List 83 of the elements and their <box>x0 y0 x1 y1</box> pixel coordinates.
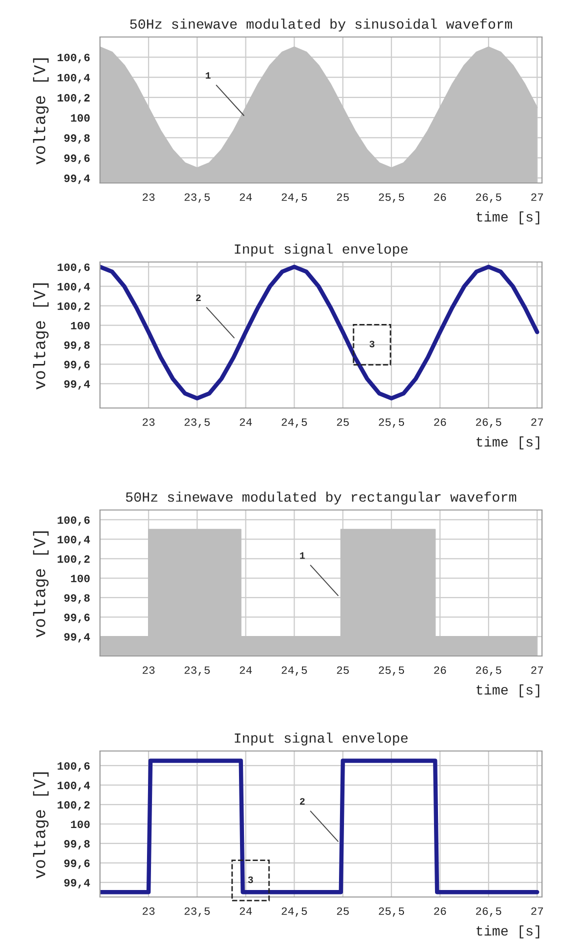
x-tick-label: 24,5 <box>282 418 307 428</box>
annotation: 2 <box>196 294 201 301</box>
y-tick-label: 100,2 <box>58 302 90 312</box>
x-tick-label: 25,5 <box>378 666 404 676</box>
x-tick-label: 23,5 <box>184 907 210 917</box>
x-tick-label: 24 <box>240 666 252 674</box>
x-tick-label: 23,5 <box>184 193 210 203</box>
x-tick-label: 23,5 <box>184 418 210 428</box>
x-tick-label: 23,5 <box>184 666 210 676</box>
x-tick-label: 23 <box>142 907 155 915</box>
y-tick-label: 99,8 <box>64 341 90 351</box>
chart-title: 50Hz sinewave modulated by rectangular waveform <box>126 492 516 505</box>
y-tick-label: 100 <box>71 820 90 828</box>
x-axis-title: time [s] <box>476 925 540 938</box>
y-tick-label: 99,8 <box>64 840 90 850</box>
x-tick-label: 26 <box>434 907 446 915</box>
x-axis-title: time [s] <box>476 211 540 224</box>
annotation: 1 <box>206 72 211 79</box>
x-tick-label: 26,5 <box>476 193 502 203</box>
y-tick-label: 100 <box>71 574 90 582</box>
y-axis-title: voltage [V] <box>33 283 49 390</box>
y-tick-label: 100,6 <box>58 54 90 64</box>
x-tick-label: 25 <box>336 666 349 674</box>
chart-title: 50Hz sinewave modulated by sinusoidal waveform <box>130 18 512 32</box>
line-series <box>100 264 540 400</box>
x-tick-label: 25,5 <box>378 193 404 203</box>
y-tick-label: 99,6 <box>64 360 90 370</box>
y-tick-label: 100,4 <box>58 282 90 292</box>
x-tick-label: 25 <box>336 193 349 201</box>
annotation: 1 <box>300 552 305 559</box>
y-tick-label: 99,4 <box>64 878 90 888</box>
y-tick-label: 99,8 <box>64 134 90 144</box>
x-tick-label: 26,5 <box>476 907 502 917</box>
x-tick-label: 23 <box>142 666 155 674</box>
x-tick-label: 25 <box>336 907 349 915</box>
y-tick-label: 100,6 <box>58 762 90 772</box>
y-tick-label: 100 <box>71 114 90 122</box>
x-tick-label: 24 <box>240 418 252 426</box>
y-tick-label: 100 <box>71 322 90 330</box>
y-tick-label: 100,4 <box>58 74 90 84</box>
chart-title: Input signal envelope <box>234 244 408 257</box>
x-axis-title: time [s] <box>476 436 540 450</box>
x-tick-label: 26 <box>434 193 446 201</box>
x-tick-label: 24,5 <box>282 666 307 676</box>
y-tick-label: 99,4 <box>64 174 90 184</box>
x-tick-label: 27 <box>531 907 543 915</box>
y-tick-label: 99,6 <box>64 154 90 164</box>
x-tick-label: 27 <box>531 666 543 674</box>
x-tick-label: 26 <box>434 418 446 426</box>
annotation: 3 <box>370 340 374 348</box>
x-tick-label: 24,5 <box>282 907 307 917</box>
x-tick-label: 26,5 <box>476 418 502 428</box>
y-tick-label: 100,6 <box>58 516 90 526</box>
x-tick-label: 25 <box>336 418 349 426</box>
annotation: 3 <box>248 876 253 884</box>
y-tick-label: 100,2 <box>58 94 90 104</box>
x-tick-label: 26,5 <box>476 666 502 676</box>
x-tick-label: 25,5 <box>378 418 404 428</box>
y-tick-label: 99,6 <box>64 860 90 869</box>
y-tick-label: 99,8 <box>64 594 90 604</box>
chart-title: Input signal envelope <box>234 732 408 746</box>
y-axis-title: voltage [V] <box>33 772 49 878</box>
x-tick-label: 27 <box>531 418 543 426</box>
x-tick-label: 25,5 <box>378 907 404 917</box>
y-tick-label: 100,4 <box>58 536 90 546</box>
x-axis-title: time [s] <box>476 684 540 698</box>
x-tick-label: 24 <box>240 193 252 201</box>
y-axis-title: voltage [V] <box>33 531 49 638</box>
x-tick-label: 27 <box>531 193 543 201</box>
x-tick-label: 23 <box>142 418 155 426</box>
y-tick-label: 99,4 <box>64 380 90 390</box>
y-tick-label: 99,6 <box>64 614 90 624</box>
y-tick-label: 100,6 <box>58 263 90 273</box>
x-tick-label: 23 <box>142 193 155 201</box>
y-tick-label: 100,4 <box>58 782 90 792</box>
x-tick-label: 24,5 <box>282 193 307 203</box>
y-tick-label: 99,4 <box>64 633 90 643</box>
x-tick-label: 24 <box>240 907 252 915</box>
y-axis-title: voltage [V] <box>33 58 49 164</box>
x-tick-label: 26 <box>434 666 446 674</box>
annotation: 2 <box>300 798 305 805</box>
y-tick-label: 100,2 <box>58 801 90 811</box>
y-tick-label: 100,2 <box>58 555 90 565</box>
